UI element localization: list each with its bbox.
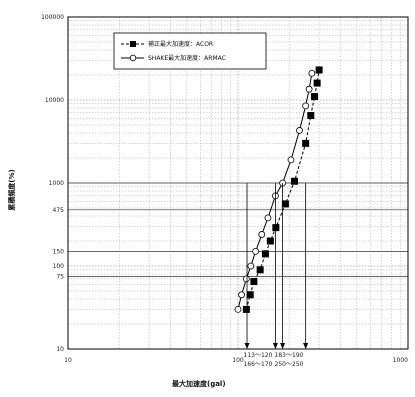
tick-labels: 10 75 100 150 475 1000 10000 100000 10 100 1000 [41, 14, 408, 364]
x-tick-label: 10 [64, 357, 72, 364]
data-point-square [281, 200, 289, 208]
annotation-arrowhead [244, 343, 250, 349]
legend-box [113, 32, 267, 70]
data-point-square [291, 177, 299, 185]
y-tick-label: 10 [56, 346, 64, 353]
data-point-square [307, 112, 315, 120]
y-tick-label: 475 [53, 207, 65, 214]
data-point-square [266, 237, 274, 245]
data-point-circle [247, 262, 255, 270]
legend-label-acor: 補正最大加速度：ACOR [148, 40, 213, 48]
y-tick-label: 75 [56, 273, 64, 280]
annotation-label: 166～170 [244, 361, 273, 368]
data-point-circle [305, 85, 313, 93]
data-point-circle [264, 214, 272, 222]
data-point-circle [242, 275, 250, 283]
data-point-circle [238, 291, 246, 299]
legend-square-marker [130, 41, 136, 47]
annotation-label: 183～190 [275, 352, 304, 359]
data-point-square [246, 291, 254, 299]
data-point-square [242, 305, 250, 313]
plot-frame [67, 16, 409, 350]
data-point-circle [308, 69, 316, 77]
data-point-circle [252, 247, 260, 255]
reference-lines [68, 182, 408, 277]
annotation-arrowhead [272, 343, 278, 349]
data-point-circle [302, 102, 310, 110]
data-point-square [272, 224, 280, 232]
legend-circle-marker [129, 54, 137, 62]
data-point-circle [287, 156, 295, 164]
annotation-arrowhead [280, 343, 286, 349]
x-tick-label: 100 [232, 357, 244, 364]
annotation-label: 113～120 [244, 352, 273, 359]
annotation-label: 250～250 [275, 361, 304, 368]
x-tick-label: 1000 [393, 357, 408, 364]
data-point-square [313, 79, 321, 87]
legend-label-armac: SHAKE最大加速度：ARMAC [148, 54, 226, 62]
series [234, 66, 323, 313]
data-point-square [250, 278, 258, 286]
data-point-square [311, 93, 319, 101]
data-point-square [302, 139, 310, 147]
data-point-circle [296, 127, 303, 134]
data-point-circle [258, 231, 266, 238]
y-tick-label: 100000 [41, 14, 64, 21]
y-tick-label: 1000 [49, 180, 64, 187]
data-point-square [315, 66, 323, 74]
x-axis-title: 最大加速度(gal) [172, 379, 226, 388]
y-tick-label: 100 [53, 263, 65, 270]
data-point-circle [234, 305, 242, 313]
y-tick-label: 10000 [45, 97, 64, 104]
data-point-square [256, 266, 264, 274]
y-tick-label: 150 [53, 248, 65, 255]
y-axis-title: 累積頻度(%) [7, 169, 16, 210]
annotation-arrowhead [303, 343, 309, 349]
data-point-square [261, 250, 269, 258]
legend: 補正最大加速度：ACOR SHAKE最大加速度：ARMAC [113, 32, 267, 70]
